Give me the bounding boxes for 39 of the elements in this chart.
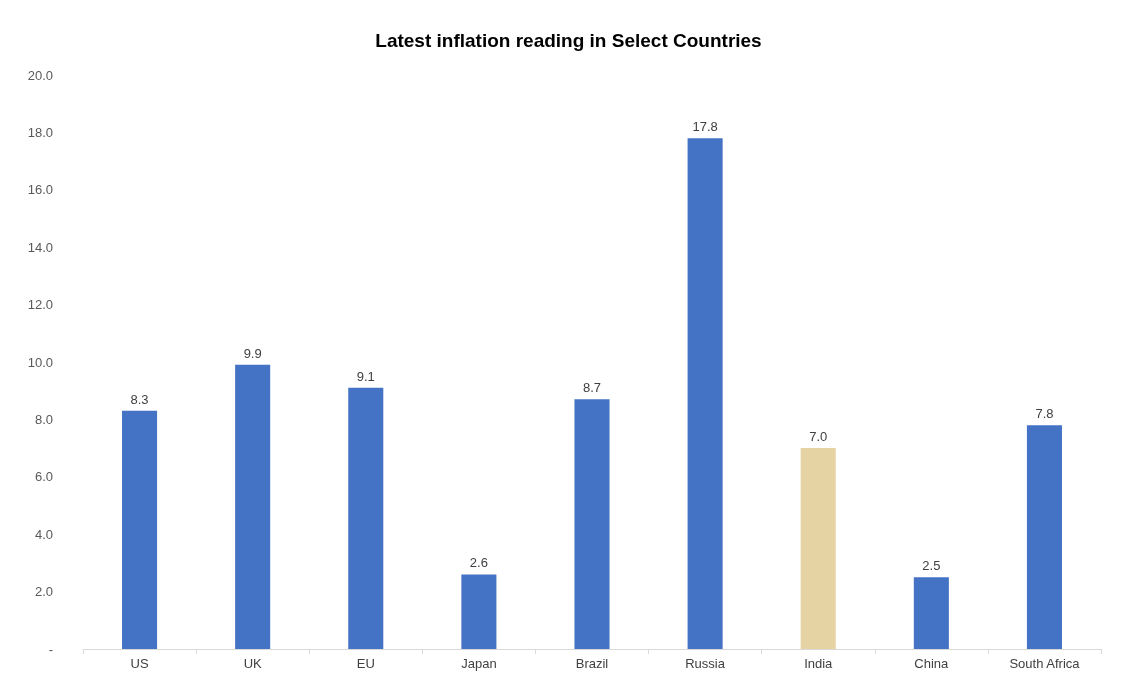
y-tick-label: 20.0: [27, 67, 53, 83]
bar: [687, 138, 723, 649]
y-tick-label: 18.0: [27, 124, 53, 140]
bar: [122, 410, 158, 649]
data-label: 9.9: [243, 345, 262, 361]
x-tick-label: South Africa: [1009, 656, 1081, 671]
data-label: 7.0: [809, 429, 828, 445]
bar: [913, 577, 949, 649]
x-tick-label: China: [914, 656, 950, 671]
y-tick-label: 12.0: [27, 297, 53, 313]
data-label: 2.6: [469, 555, 488, 571]
x-tick-label: EU: [356, 656, 375, 671]
bar: [235, 364, 271, 649]
y-tick-label: 6.0: [34, 469, 53, 485]
data-label: 9.1: [356, 368, 375, 384]
bar: [348, 387, 384, 649]
bar: [800, 448, 836, 649]
x-tick-label: India: [804, 656, 834, 671]
y-tick-label: 16.0: [27, 182, 53, 198]
chart-title: Latest inflation reading in Select Countries: [375, 30, 762, 51]
x-tick-label: UK: [243, 656, 263, 671]
y-tick-label: -: [48, 641, 53, 657]
y-tick-label: 8.0: [34, 411, 53, 427]
y-tick-label: 10.0: [27, 354, 53, 370]
x-tick-label: Russia: [685, 656, 726, 671]
y-tick-label: 14.0: [27, 239, 53, 255]
x-tick-label: Japan: [461, 656, 497, 671]
data-label: 17.8: [692, 119, 718, 135]
y-tick-label: 4.0: [34, 526, 53, 542]
bar: [574, 399, 610, 649]
data-label: 2.5: [922, 558, 941, 574]
y-tick-label: 2.0: [34, 584, 53, 600]
x-tick-label: Brazil: [575, 656, 609, 671]
bar: [461, 574, 497, 649]
data-label: 8.3: [130, 391, 149, 407]
x-tick-label: US: [130, 656, 149, 671]
data-label: 7.8: [1035, 406, 1054, 422]
data-label: 8.7: [582, 380, 602, 396]
bar: [1026, 425, 1062, 649]
